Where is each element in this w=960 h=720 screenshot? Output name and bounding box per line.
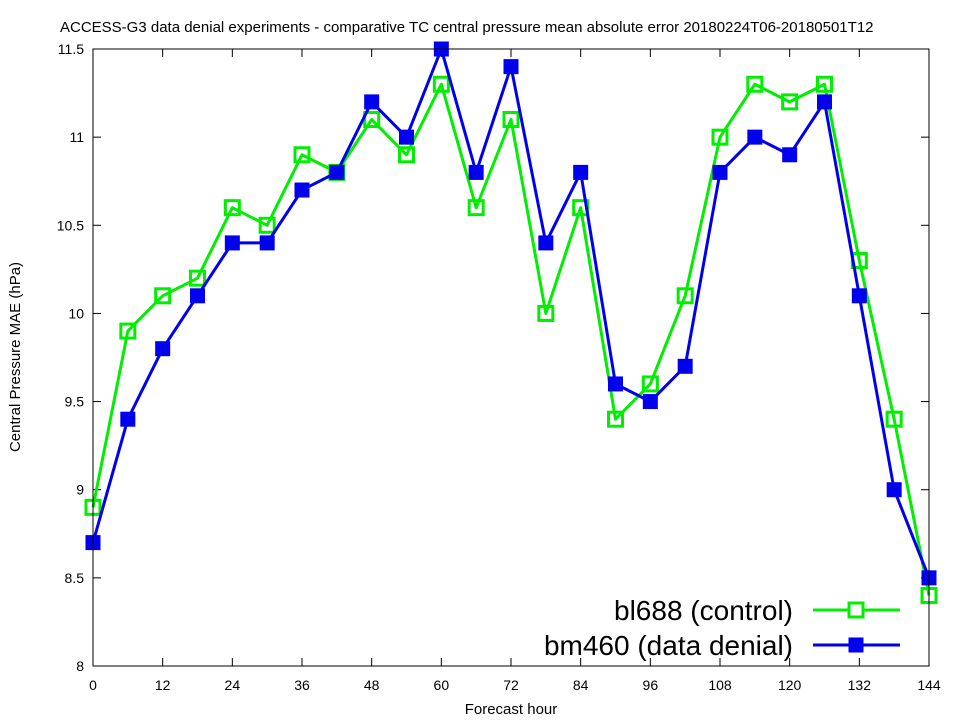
y-tick-label: 11.5 xyxy=(58,41,84,57)
data-point xyxy=(677,358,693,374)
data-point xyxy=(398,146,415,164)
data-point xyxy=(676,287,694,305)
x-tick-label: 12 xyxy=(155,677,171,693)
data-point xyxy=(258,216,276,234)
y-tick-label: 9.5 xyxy=(65,394,85,410)
data-point xyxy=(155,341,171,357)
data-point xyxy=(119,322,137,340)
axis-ticks: 0 12 24 36 48 60 72 84 96 108 120 132 144 8 8.5 9 9.5 10 1… xyxy=(57,41,941,693)
data-point xyxy=(363,111,381,129)
x-tick-label: 96 xyxy=(643,677,659,693)
legend-label: bm460 (data denial) xyxy=(544,630,793,661)
y-tick-label: 9 xyxy=(76,482,84,498)
y-tick-label: 10.5 xyxy=(57,217,84,233)
data-point xyxy=(642,394,658,410)
data-point xyxy=(294,182,310,198)
data-point xyxy=(851,288,867,304)
series-layer xyxy=(84,41,938,604)
x-tick-label: 72 xyxy=(503,677,519,693)
x-tick-label: 48 xyxy=(364,677,380,693)
data-point xyxy=(293,146,311,164)
data-point xyxy=(781,93,799,111)
plot-frame xyxy=(92,48,930,667)
data-point xyxy=(538,235,554,251)
data-point xyxy=(468,164,484,180)
data-point xyxy=(608,376,623,392)
data-point xyxy=(746,75,764,93)
data-point xyxy=(573,164,589,180)
data-point xyxy=(886,482,902,498)
x-axis-title: Forecast hour xyxy=(465,701,558,718)
x-tick-label: 0 xyxy=(89,677,97,693)
data-point xyxy=(747,129,763,145)
data-point xyxy=(502,111,520,129)
data-point xyxy=(259,235,275,251)
data-point xyxy=(641,375,659,393)
series-1 xyxy=(84,75,938,604)
data-point xyxy=(712,164,728,180)
data-point xyxy=(120,411,136,427)
x-tick-label: 60 xyxy=(434,677,450,693)
data-point xyxy=(537,304,555,322)
data-point xyxy=(190,288,205,304)
data-point xyxy=(817,94,832,110)
series-line xyxy=(91,82,931,596)
data-point xyxy=(154,287,172,305)
x-tick-label: 24 xyxy=(225,677,241,693)
x-tick-label: 120 xyxy=(778,677,802,693)
data-point xyxy=(329,164,345,180)
legend: bl688 (control) bm460 (data denial) xyxy=(544,595,900,661)
data-point xyxy=(816,75,833,93)
data-point xyxy=(224,235,240,251)
legend-label: bl688 (control) xyxy=(614,595,793,626)
data-point xyxy=(503,59,519,75)
y-axis-title: Central Pressure MAE (hPa) xyxy=(7,262,24,452)
data-point xyxy=(607,410,624,428)
data-point xyxy=(399,129,414,145)
x-tick-label: 36 xyxy=(294,677,310,693)
y-tick-label: 10 xyxy=(68,305,84,321)
data-point xyxy=(432,75,450,93)
chart-title: ACCESS-G3 data denial experiments - comp… xyxy=(60,19,874,36)
y-tick-label: 8 xyxy=(76,658,84,674)
data-point xyxy=(711,128,729,146)
data-point xyxy=(364,94,380,110)
data-point xyxy=(885,410,903,428)
legend-item: bl688 (control) xyxy=(614,595,900,626)
legend-marker xyxy=(848,637,864,653)
data-point xyxy=(189,269,206,287)
data-point xyxy=(782,147,798,163)
y-tick-label: 11 xyxy=(69,129,84,145)
y-tick-label: 8.5 xyxy=(65,570,85,586)
data-point xyxy=(223,199,241,217)
x-tick-label: 132 xyxy=(848,677,872,693)
series-line xyxy=(91,47,931,579)
x-tick-label: 144 xyxy=(917,677,941,693)
x-tick-label: 84 xyxy=(573,677,589,693)
legend-item: bm460 (data denial) xyxy=(544,630,900,661)
x-tick-label: 108 xyxy=(708,677,732,693)
legend-marker xyxy=(847,601,865,619)
data-point xyxy=(467,199,485,217)
